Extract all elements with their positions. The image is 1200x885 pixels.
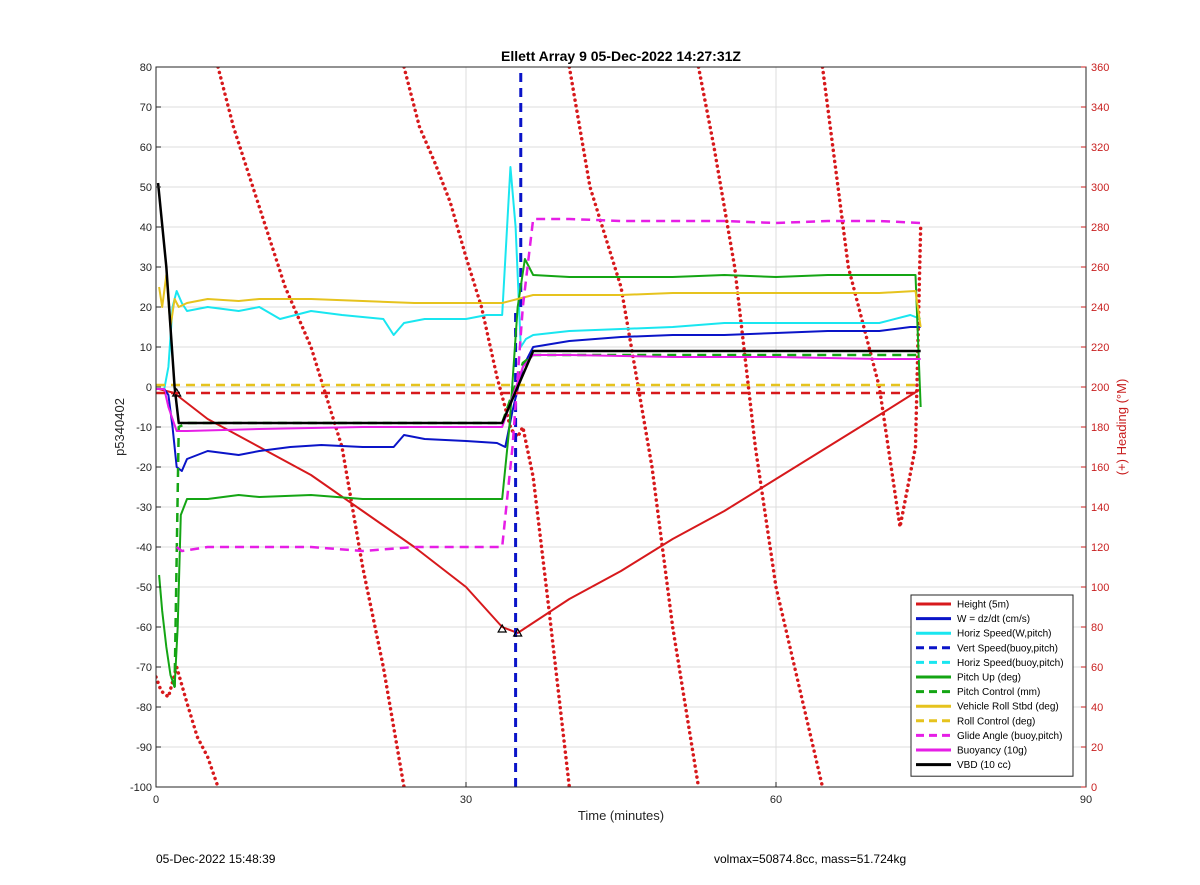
footer-timestamp: 05-Dec-2022 15:48:39 xyxy=(156,852,276,866)
event-marker xyxy=(512,627,523,637)
heading-dotted-line xyxy=(696,67,825,787)
series-line xyxy=(158,274,922,328)
y2-tick-label: 320 xyxy=(1091,142,1109,154)
legend-entry: VBD (10 cc) xyxy=(957,760,1011,771)
y-tick-label: -30 xyxy=(136,502,152,514)
x-tick-label: 0 xyxy=(153,794,159,806)
legend-entry: Horiz Speed(W,pitch) xyxy=(957,629,1051,640)
y-tick-label: 0 xyxy=(146,382,152,394)
y-tick-label: 60 xyxy=(140,142,152,154)
legend-entry: Horiz Speed(buoy,pitch) xyxy=(957,658,1064,669)
heading-dotted-line xyxy=(216,67,406,787)
legend-entry: Glide Angle (buoy,pitch) xyxy=(957,731,1062,742)
y-tick-label: 10 xyxy=(140,342,152,354)
y-tick-label: -90 xyxy=(136,742,152,754)
y-tick-label: 30 xyxy=(140,262,152,274)
x-tick-label: 30 xyxy=(460,794,472,806)
legend-entry: Roll Control (deg) xyxy=(957,716,1035,727)
event-marker xyxy=(497,623,508,633)
y2-tick-label: 200 xyxy=(1091,382,1109,394)
heading-dotted-line xyxy=(402,67,513,429)
axis-ticks: 80706050403020100-10-20-30-40-50-60-70-8… xyxy=(130,62,1109,806)
y2-tick-label: 20 xyxy=(1091,742,1103,754)
footer-volmax-mass: volmax=50874.8cc, mass=51.724kg xyxy=(714,852,907,866)
y-tick-label: 70 xyxy=(140,102,152,114)
heading-dotted-line xyxy=(567,67,701,787)
y2-tick-label: 340 xyxy=(1091,102,1109,114)
y2-tick-label: 300 xyxy=(1091,182,1109,194)
chart-title: Ellett Array 9 05-Dec-2022 14:27:31Z xyxy=(501,48,741,64)
series-line xyxy=(156,354,921,432)
y-tick-label: 80 xyxy=(140,62,152,74)
y2-tick-label: 220 xyxy=(1091,342,1109,354)
series-line xyxy=(156,326,921,472)
y-tick-label: 50 xyxy=(140,182,152,194)
y2-tick-label: 60 xyxy=(1091,662,1103,674)
y2-tick-label: 280 xyxy=(1091,222,1109,234)
x-tick-label: 90 xyxy=(1080,794,1092,806)
series-line xyxy=(158,388,922,634)
series-line xyxy=(175,217,921,553)
y-tick-label: -50 xyxy=(136,582,152,594)
series-layer xyxy=(156,67,923,787)
y-axis-label: p5340402 xyxy=(112,398,127,456)
series-line xyxy=(156,166,922,390)
y2-tick-label: 140 xyxy=(1091,502,1109,514)
legend-entry: Vert Speed(buoy,pitch) xyxy=(957,643,1058,654)
y2-tick-label: 160 xyxy=(1091,462,1109,474)
y-tick-label: -70 xyxy=(136,662,152,674)
legend-entry: Height (5m) xyxy=(957,600,1009,611)
y2-tick-label: 240 xyxy=(1091,302,1109,314)
series-line xyxy=(158,258,922,688)
heading-dotted-line xyxy=(156,660,220,787)
y-tick-label: 40 xyxy=(140,222,152,234)
y-tick-label: -10 xyxy=(136,422,152,434)
legend-entry: Pitch Control (mm) xyxy=(957,687,1040,698)
y2-tick-label: 80 xyxy=(1091,622,1103,634)
y-tick-label: -20 xyxy=(136,462,152,474)
legend-entry: Vehicle Roll Stbd (deg) xyxy=(957,702,1059,713)
legend: Height (5m) W = dz/dt (cm/s) Horiz Speed(W… xyxy=(910,594,1074,777)
y2-tick-label: 40 xyxy=(1091,702,1103,714)
y2-tick-label: 360 xyxy=(1091,62,1109,74)
x-tick-label: 60 xyxy=(770,794,782,806)
series-line xyxy=(173,353,921,688)
y2-tick-label: 260 xyxy=(1091,262,1109,274)
legend-entry: Pitch Up (deg) xyxy=(957,673,1021,684)
y-tick-label: -100 xyxy=(130,782,152,794)
y-tick-label: 20 xyxy=(140,302,152,314)
y2-axis-label: (+) Heading (°M) xyxy=(1114,379,1129,476)
event-marker xyxy=(171,387,182,397)
heading-dotted-line xyxy=(820,67,923,528)
y-tick-label: -60 xyxy=(136,622,152,634)
y2-tick-label: 0 xyxy=(1091,782,1097,794)
x-axis-label: Time (minutes) xyxy=(578,808,664,823)
legend-box xyxy=(910,594,1074,777)
y-tick-label: -80 xyxy=(136,702,152,714)
y2-tick-label: 100 xyxy=(1091,582,1109,594)
legend-entry: Buoyancy (10g) xyxy=(957,746,1027,757)
y-tick-label: -40 xyxy=(136,542,152,554)
legend-entry: W = dz/dt (cm/s) xyxy=(957,614,1030,625)
y2-tick-label: 120 xyxy=(1091,542,1109,554)
y2-tick-label: 180 xyxy=(1091,422,1109,434)
